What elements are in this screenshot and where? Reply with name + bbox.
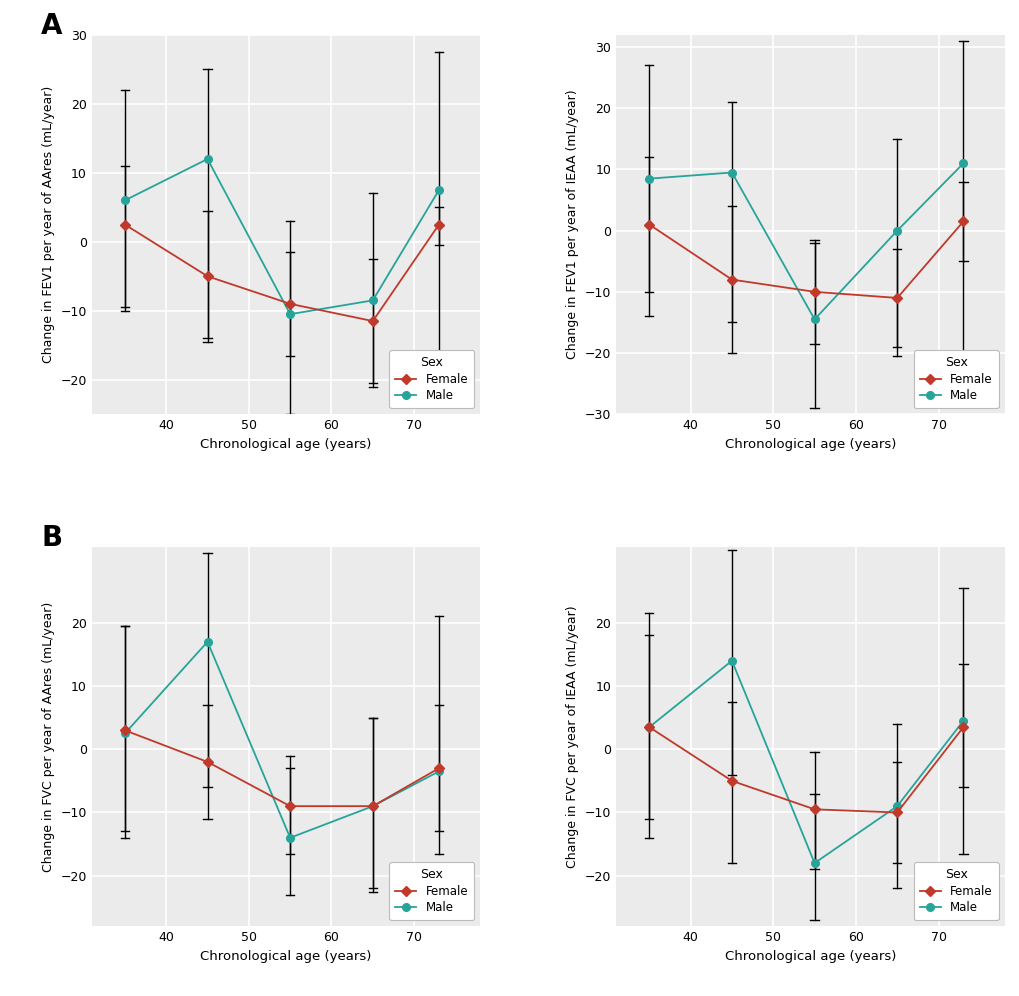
Y-axis label: Change in FVC per year of IEAA (mL/year): Change in FVC per year of IEAA (mL/year): [566, 606, 579, 868]
X-axis label: Chronological age (years): Chronological age (years): [725, 950, 896, 963]
Legend: Female, Male: Female, Male: [389, 351, 474, 408]
Text: B: B: [41, 524, 62, 552]
X-axis label: Chronological age (years): Chronological age (years): [200, 950, 371, 963]
Legend: Female, Male: Female, Male: [913, 351, 998, 408]
X-axis label: Chronological age (years): Chronological age (years): [200, 437, 371, 450]
Y-axis label: Change in FVC per year of AAres (mL/year): Change in FVC per year of AAres (mL/year…: [42, 602, 55, 872]
Y-axis label: Change in FEV1 per year of AAres (mL/year): Change in FEV1 per year of AAres (mL/yea…: [42, 86, 55, 364]
Legend: Female, Male: Female, Male: [389, 863, 474, 920]
Y-axis label: Change in FEV1 per year of IEAA (mL/year): Change in FEV1 per year of IEAA (mL/year…: [566, 90, 579, 360]
Legend: Female, Male: Female, Male: [913, 863, 998, 920]
Text: A: A: [41, 12, 63, 40]
X-axis label: Chronological age (years): Chronological age (years): [725, 437, 896, 450]
